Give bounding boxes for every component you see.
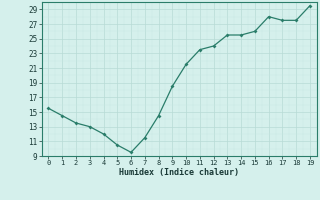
X-axis label: Humidex (Indice chaleur): Humidex (Indice chaleur) (119, 168, 239, 177)
